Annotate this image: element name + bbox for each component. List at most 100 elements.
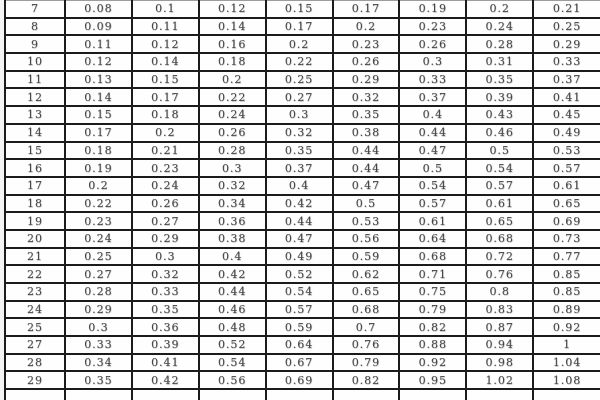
value-cell: 0.34 (64, 352, 133, 373)
value-cell: 0.8 (465, 282, 535, 302)
table-row: 17 0.2 0.24 0.32 0.4 0.47 0.54 0.57 0.61 (4, 175, 600, 196)
value-cell: 0.2 (130, 122, 200, 143)
value-cell: 0.44 (331, 158, 401, 178)
value-cell: 0.56 (331, 228, 401, 249)
value-cell: 0.18 (197, 52, 267, 72)
table-row: 21 0.25 0.3 0.4 0.49 0.59 0.68 0.72 0.77 (4, 246, 600, 267)
value-cell: 0.43 (465, 105, 535, 125)
table-row: 24 0.29 0.35 0.46 0.57 0.68 0.79 0.83 0.89 (4, 299, 600, 320)
value-cell: 0.37 (398, 87, 468, 108)
value-cell (64, 388, 133, 400)
value-cell: 0.26 (398, 34, 468, 55)
value-cell: 0.15 (264, 0, 334, 19)
value-cell: 0.16 (197, 34, 267, 55)
value-cell: 0.31 (465, 52, 535, 72)
value-cell: 0.69 (532, 211, 600, 231)
row-number-cell: 23 (4, 282, 66, 302)
value-cell: 0.35 (130, 299, 200, 320)
value-cell: 0.27 (64, 264, 133, 284)
value-cell: 0.23 (331, 34, 401, 55)
value-cell: 0.24 (465, 16, 535, 37)
value-cell: 0.95 (398, 370, 468, 391)
value-cell: 0.35 (331, 105, 401, 125)
value-cell: 0.65 (465, 211, 535, 231)
table-row: 25 0.3 0.36 0.48 0.59 0.7 0.82 0.87 0.92 (4, 317, 600, 338)
value-cell: 0.33 (532, 52, 600, 72)
value-cell: 0.4 (197, 246, 267, 267)
value-cell: 0.59 (331, 246, 401, 267)
value-cell: 0.24 (130, 175, 200, 196)
row-number-cell: 10 (4, 52, 66, 72)
value-cell: 0.42 (197, 264, 267, 284)
value-cell: 0.12 (130, 34, 200, 55)
value-cell: 0.67 (264, 352, 334, 373)
value-cell: 0.33 (64, 335, 133, 355)
table-row: 18 0.22 0.26 0.34 0.42 0.5 0.57 0.61 0.65 (4, 193, 600, 214)
value-cell: 0.29 (331, 69, 401, 90)
value-cell: 0.54 (398, 175, 468, 196)
value-cell: 0.41 (532, 87, 600, 108)
table-row: 10 0.12 0.14 0.18 0.22 0.26 0.3 0.31 0.33 (4, 52, 600, 72)
value-cell: 0.92 (532, 317, 600, 338)
data-table: 7 0.08 0.1 0.12 0.15 0.17 0.19 0.2 0.21 8 0.09 0.11… (4, 0, 600, 400)
value-cell: 0.65 (331, 282, 401, 302)
value-cell: 0.37 (264, 158, 334, 178)
value-cell: 0.33 (130, 282, 200, 302)
table-row: 12 0.14 0.17 0.22 0.27 0.32 0.37 0.39 0.41 (4, 87, 600, 108)
value-cell: 0.69 (264, 370, 334, 391)
table-row: 20 0.24 0.29 0.38 0.47 0.56 0.64 0.68 0.73 (4, 228, 600, 249)
value-cell: 0.36 (130, 317, 200, 338)
value-cell: 0.2 (331, 16, 401, 37)
value-cell: 0.94 (465, 335, 535, 355)
value-cell: 0.19 (398, 0, 468, 19)
value-cell: 0.68 (331, 299, 401, 320)
value-cell: 0.15 (130, 69, 200, 90)
table-row: 11 0.13 0.15 0.2 0.25 0.29 0.33 0.35 0.37 (4, 69, 600, 90)
value-cell: 0.52 (264, 264, 334, 284)
value-cell: 0.17 (264, 16, 334, 37)
value-cell: 0.25 (532, 16, 600, 37)
row-number-cell: 18 (4, 193, 66, 214)
table-row: 23 0.28 0.33 0.44 0.54 0.65 0.75 0.8 0.85 (4, 282, 600, 302)
value-cell: 1.02 (465, 370, 535, 391)
row-number-cell: 15 (4, 140, 66, 161)
table-row: 16 0.19 0.23 0.3 0.37 0.44 0.5 0.54 0.57 (4, 158, 600, 178)
value-cell: 0.12 (197, 0, 267, 19)
value-cell: 0.24 (197, 105, 267, 125)
value-cell: 0.27 (130, 211, 200, 231)
value-cell: 0.23 (398, 16, 468, 37)
value-cell: 0.3 (64, 317, 133, 338)
value-cell: 0.98 (465, 352, 535, 373)
value-cell: 0.57 (532, 158, 600, 178)
value-cell (264, 388, 334, 400)
value-cell: 0.35 (64, 370, 133, 391)
value-cell: 0.83 (465, 299, 535, 320)
value-cell: 0.35 (465, 69, 535, 90)
value-cell: 0.85 (532, 264, 600, 284)
row-number-cell: 20 (4, 228, 66, 249)
value-cell: 0.85 (532, 282, 600, 302)
value-cell: 0.79 (398, 299, 468, 320)
value-cell: 0.7 (331, 317, 401, 338)
value-cell: 0.25 (64, 246, 133, 267)
value-cell: 0.48 (197, 317, 267, 338)
row-number-cell: 25 (4, 317, 66, 338)
row-number-cell: 17 (4, 175, 66, 196)
table-row: 14 0.17 0.2 0.26 0.32 0.38 0.44 0.46 0.49 (4, 122, 600, 143)
value-cell: 0.61 (465, 193, 535, 214)
row-number-cell: 9 (4, 34, 66, 55)
value-cell: 0.76 (331, 335, 401, 355)
value-cell: 0.61 (398, 211, 468, 231)
value-cell: 0.26 (197, 122, 267, 143)
value-cell: 0.2 (264, 34, 334, 55)
value-cell: 0.32 (264, 122, 334, 143)
value-cell: 0.13 (64, 69, 133, 90)
value-cell: 0.44 (331, 140, 401, 161)
value-cell: 0.47 (264, 228, 334, 249)
value-cell: 0.3 (197, 158, 267, 178)
value-cell: 0.5 (331, 193, 401, 214)
value-cell: 0.33 (398, 69, 468, 90)
value-cell: 0.34 (197, 193, 267, 214)
value-cell: 0.25 (264, 69, 334, 90)
